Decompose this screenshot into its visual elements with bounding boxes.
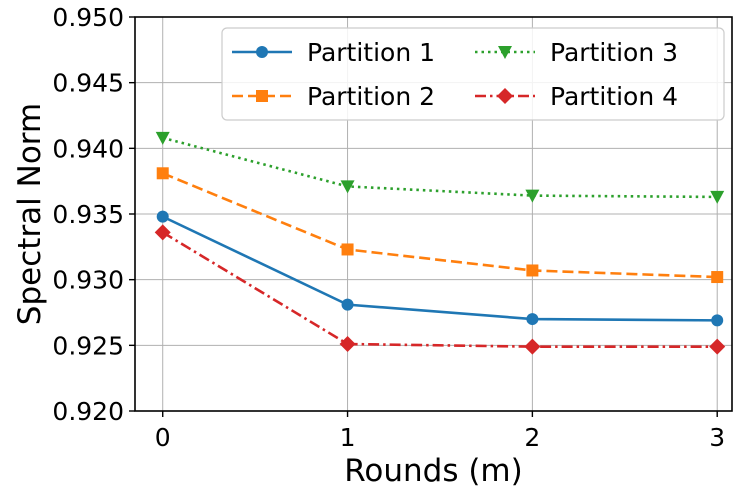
x-tick-label: 3 [709,423,725,452]
series-4 [154,224,726,355]
square-marker [156,167,169,180]
circle-marker [156,210,169,223]
x-axis-label: Rounds (m) [344,453,522,489]
diamond-marker [709,338,726,355]
x-tick-label: 0 [155,423,171,452]
legend-label: Partition 2 [307,82,435,111]
legend-item-3: Partition 3 [475,38,678,67]
circle-marker [256,46,268,58]
triangle-down-marker [498,46,512,59]
x-tick-label: 2 [524,423,540,452]
y-tick-label: 0.950 [52,3,124,32]
y-tick-label: 0.935 [52,200,124,229]
y-tick-label: 0.930 [52,266,124,295]
y-axis-ticks: 0.920 0.925 0.930 0.935 0.940 0.945 0.950 [52,3,135,426]
square-marker [256,90,268,102]
diamond-marker [154,224,171,241]
diamond-marker [497,88,513,104]
series-line [162,231,718,348]
series-3 [155,131,725,204]
y-tick-label: 0.940 [52,134,124,163]
y-tick-label: 0.920 [52,397,124,426]
triangle-down-marker [340,180,355,194]
x-axis-ticks: 0 1 2 3 [155,411,725,452]
legend-item-4: Partition 4 [475,82,678,111]
triangle-down-marker [155,131,170,145]
circle-marker [711,314,724,327]
series-1 [156,210,724,327]
legend-label: Partition 4 [550,82,678,111]
diamond-marker [339,336,356,353]
series-layer [154,131,726,355]
square-marker [341,243,354,256]
y-axis-label: Spectral Norm [12,103,48,325]
triangle-down-marker [710,190,725,204]
square-marker [711,271,724,284]
y-tick-label: 0.925 [52,331,124,360]
legend: Partition 1 Partition 2 Partition 3 Partiti… [221,27,725,121]
legend-item-2: Partition 2 [232,82,435,111]
series-line [162,136,718,199]
legend-label: Partition 1 [307,38,435,67]
circle-marker [341,298,354,311]
y-tick-label: 0.945 [52,69,124,98]
diamond-marker [524,338,541,355]
square-marker [526,264,539,277]
x-tick-label: 1 [340,423,356,452]
legend-label: Partition 3 [550,38,678,67]
series-line [162,172,718,279]
triangle-down-marker [525,189,540,203]
series-line [162,215,718,322]
legend-item-1: Partition 1 [232,38,435,67]
series-2 [156,167,724,284]
circle-marker [526,313,539,326]
legend-box [221,27,725,121]
